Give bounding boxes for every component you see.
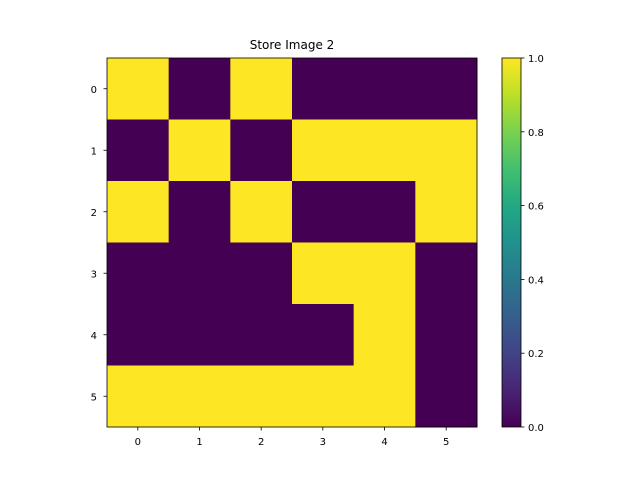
heatmap-cell-r1-c4 — [353, 119, 416, 182]
x-tick-label: 2 — [258, 437, 264, 448]
heatmap-cell-r1-c0 — [107, 119, 170, 182]
heatmap-cell-r2-c4 — [353, 181, 416, 243]
colorbar-tick-label: 0.2 — [528, 349, 544, 360]
colorbar-tick-label: 0.0 — [528, 423, 544, 434]
heatmap-cell-r0-c3 — [292, 58, 355, 120]
heatmap-cell-r5-c1 — [168, 365, 231, 428]
heatmap-cell-r4-c3 — [292, 304, 355, 366]
x-tick-label: 4 — [381, 437, 387, 448]
heatmap-cell-r1-c3 — [292, 119, 355, 182]
heatmap-cell-r5-c4 — [353, 365, 416, 428]
heatmap-cell-r5-c5 — [415, 365, 478, 428]
colorbar-tick-label: 0.6 — [528, 202, 544, 213]
heatmap-cell-r5-c3 — [292, 365, 355, 428]
heatmap-cell-r0-c0 — [107, 58, 170, 120]
x-tick-label: 1 — [196, 437, 202, 448]
heatmap-cell-r2-c0 — [107, 181, 170, 243]
heatmap-cell-r1-c5 — [415, 119, 478, 182]
x-tick-label: 0 — [135, 437, 141, 448]
y-tick-label: 5 — [91, 392, 97, 403]
heatmap-cell-r3-c4 — [353, 242, 416, 305]
y-axis: 0 1 2 3 4 5 — [91, 85, 107, 403]
heatmap-cell-r2-c5 — [415, 181, 478, 243]
y-tick-label: 3 — [91, 269, 97, 280]
heatmap-cell-r2-c1 — [168, 181, 231, 243]
heatmap-cell-r0-c4 — [353, 58, 416, 120]
heatmap-cell-r4-c4 — [353, 304, 416, 366]
heatmap-cell-r4-c2 — [230, 304, 293, 366]
heatmap-cell-r1-c2 — [230, 119, 293, 182]
heatmap-cell-r3-c5 — [415, 242, 478, 305]
heatmap-cell-r4-c0 — [107, 304, 170, 366]
heatmap-cell-r3-c3 — [292, 242, 355, 305]
heatmap-cells — [107, 58, 478, 428]
chart-title: Store Image 2 — [250, 38, 335, 52]
heatmap-cell-r5-c2 — [230, 365, 293, 428]
colorbar-tick-label: 1.0 — [528, 54, 544, 65]
y-tick-label: 4 — [91, 331, 97, 342]
colorbar-tick-label: 0.4 — [528, 275, 544, 286]
x-tick-label: 5 — [443, 437, 449, 448]
colorbar — [501, 57, 522, 428]
heatmap-cell-r0-c2 — [230, 58, 293, 120]
colorbar-tick-label: 0.8 — [528, 128, 544, 139]
heatmap-cell-r5-c0 — [107, 365, 170, 428]
y-tick-label: 1 — [91, 146, 97, 157]
heatmap-cell-r2-c3 — [292, 181, 355, 243]
x-tick-label: 3 — [320, 437, 326, 448]
y-tick-label: 0 — [91, 85, 97, 96]
heatmap-cell-r4-c1 — [168, 304, 231, 366]
x-axis: 0 1 2 3 4 5 — [135, 427, 449, 448]
heatmap-cell-r0-c5 — [415, 58, 478, 120]
plot-frame — [106, 57, 478, 428]
heatmap-cell-r3-c0 — [107, 242, 170, 305]
y-tick-label: 2 — [91, 208, 97, 219]
heatmap-cell-r0-c1 — [168, 58, 231, 120]
heatmap-cell-r3-c2 — [230, 242, 293, 305]
heatmap-cell-r4-c5 — [415, 304, 478, 366]
heatmap-cell-r2-c2 — [230, 181, 293, 243]
heatmap-cell-r3-c1 — [168, 242, 231, 305]
colorbar-axis: 0.0 0.2 0.4 0.6 0.8 1.0 — [521, 54, 544, 434]
heatmap-cell-r1-c1 — [168, 119, 231, 182]
